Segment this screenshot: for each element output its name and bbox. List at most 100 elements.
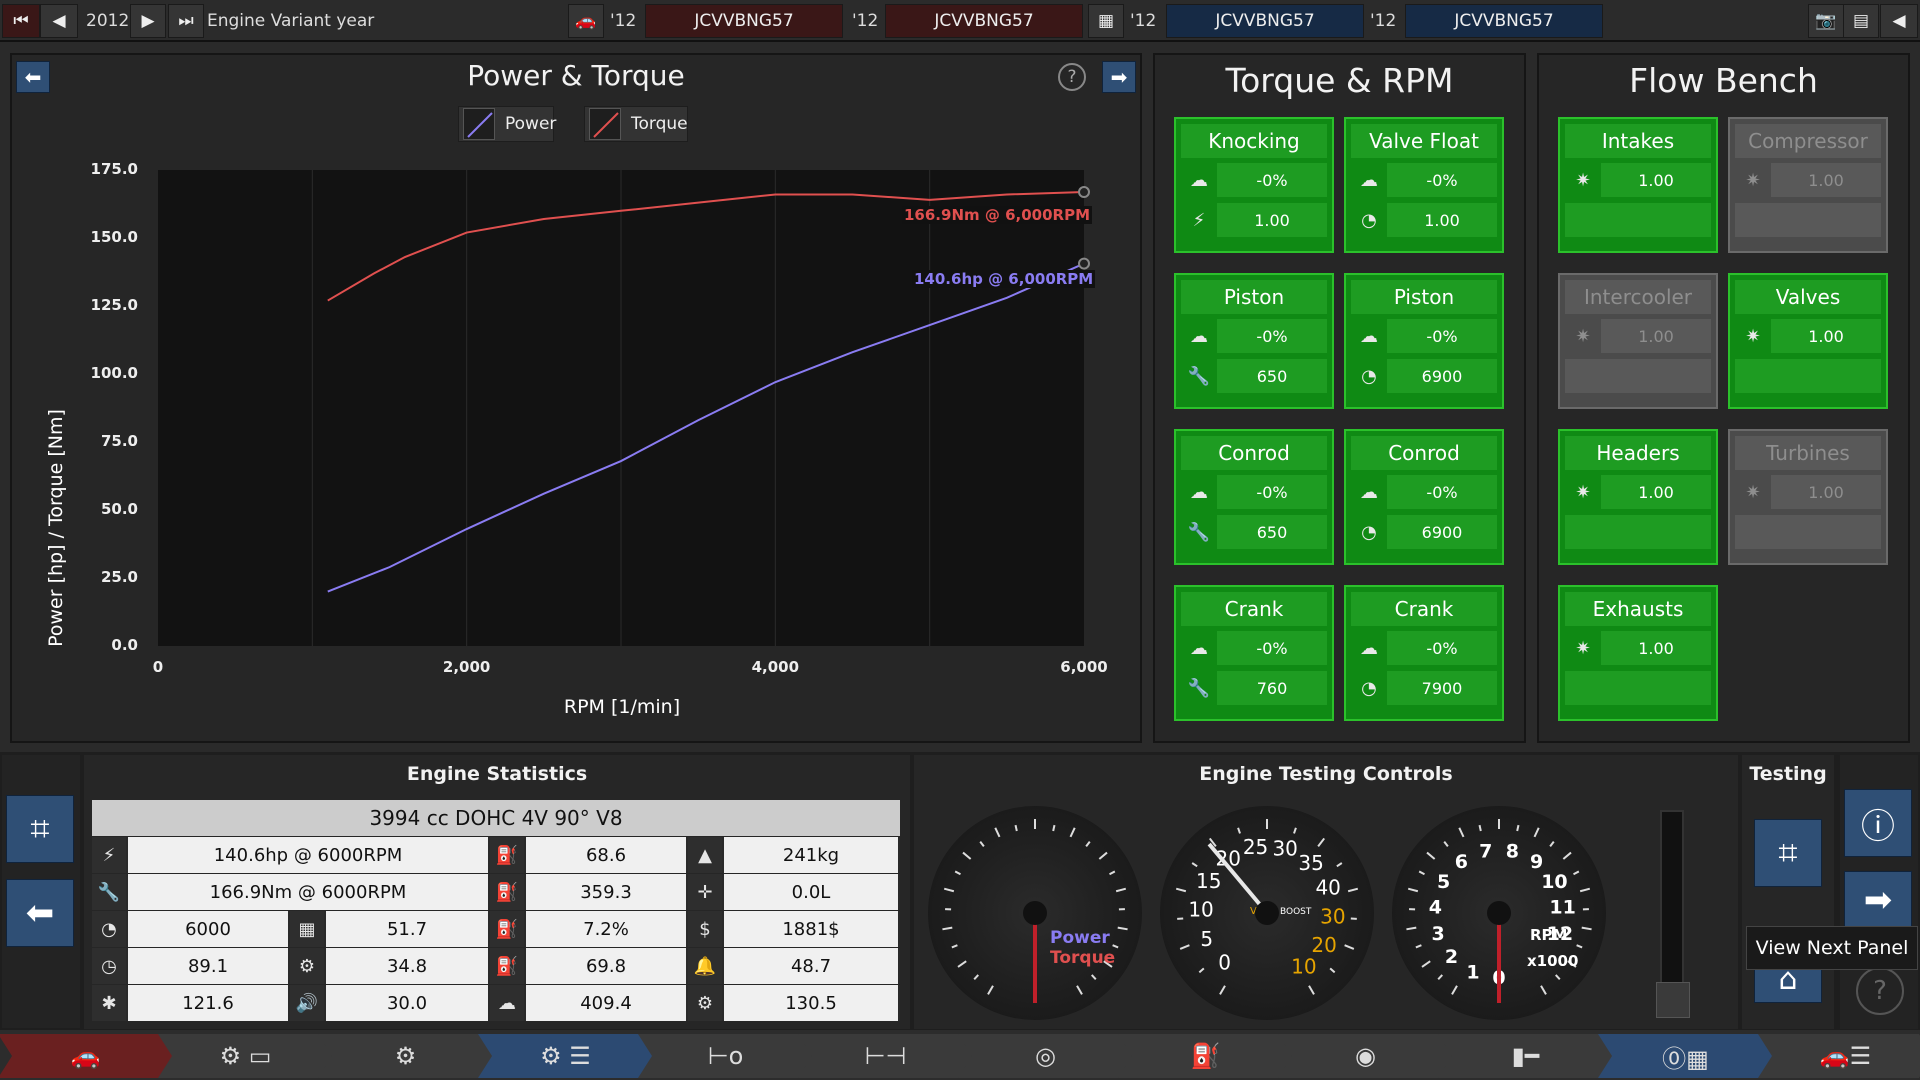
gauge-tick bbox=[1103, 960, 1113, 968]
testing-title: Testing bbox=[1749, 763, 1827, 785]
first-icon[interactable]: ⏮ bbox=[2, 4, 40, 38]
rpm-number: 4 bbox=[1429, 896, 1442, 918]
gauge-tick bbox=[1549, 840, 1555, 847]
gauge-tick bbox=[1175, 887, 1187, 893]
slot1-name[interactable]: JCVVBNG57 bbox=[645, 4, 843, 38]
dyno-icon[interactable]: ▮━ bbox=[1438, 1034, 1613, 1078]
rpm-number: 1 bbox=[1466, 961, 1479, 983]
gauge-tick bbox=[1112, 944, 1119, 949]
back-arrow-icon[interactable]: ⬅ bbox=[6, 879, 74, 947]
car-icon[interactable]: 🚗☰ bbox=[1758, 1034, 1920, 1078]
graph-view-icon[interactable]: ⌗ bbox=[6, 795, 74, 863]
stat-value: 409.4 bbox=[526, 985, 688, 1021]
card-turbines[interactable]: Turbines ✷ 1.00 bbox=[1728, 429, 1888, 565]
fuel-rate-icon: ⛽ bbox=[490, 874, 526, 910]
stat-value: 6000 bbox=[128, 911, 290, 947]
fuel-icon[interactable]: ⛽ bbox=[1118, 1034, 1293, 1078]
y-tick-label: 125.0 bbox=[90, 296, 138, 314]
card-value bbox=[1601, 203, 1711, 237]
panel-next-icon[interactable]: ➡ bbox=[1102, 61, 1136, 93]
back-icon[interactable]: ◀ bbox=[1880, 4, 1918, 38]
gauge-number: 15 bbox=[1196, 869, 1221, 893]
prev-year-icon[interactable]: ◀ bbox=[40, 4, 78, 38]
gauge-tick bbox=[1443, 840, 1449, 847]
empty-slot bbox=[1735, 515, 1771, 549]
card-crank[interactable]: Crank ☁ -0% ◔ 7900 bbox=[1344, 585, 1504, 721]
stats-row: ◔ 6000 ▦ 51.7 ⛽ 7.2% $1881$ bbox=[92, 911, 900, 947]
card-piston[interactable]: Piston ☁ -0% ◔ 6900 bbox=[1344, 273, 1504, 409]
throttle-slider[interactable] bbox=[1656, 810, 1690, 1018]
dyno-graph-icon[interactable]: ⌗ bbox=[1754, 819, 1822, 887]
stat-value: 140.6hp @ 6000RPM bbox=[128, 837, 490, 873]
y-tick-label: 50.0 bbox=[100, 500, 138, 518]
turbo-icon[interactable]: ◎ bbox=[958, 1034, 1133, 1078]
next-year-icon[interactable]: ▶ bbox=[130, 4, 166, 38]
slot2-name[interactable]: JCVVBNG57 bbox=[885, 4, 1083, 38]
card-title: Valves bbox=[1735, 280, 1881, 314]
wrench-icon: 🔧 bbox=[1187, 365, 1211, 387]
family-icon[interactable]: ⚙ ▭ bbox=[158, 1034, 333, 1078]
exhaust-icon[interactable]: ◉ bbox=[1278, 1034, 1453, 1078]
gauge-tick bbox=[1437, 974, 1443, 981]
stat-value: 130.5 bbox=[724, 985, 900, 1021]
efficiency-icon: ◷ bbox=[92, 948, 128, 984]
card-value: 650 bbox=[1217, 515, 1327, 549]
endpoint-marker bbox=[1078, 257, 1090, 270]
gauge-tick bbox=[1014, 824, 1018, 832]
weight-icon: ▲ bbox=[688, 837, 724, 873]
engine-icon[interactable]: ⚙ bbox=[318, 1034, 493, 1078]
card-intercooler[interactable]: Intercooler ✷ 1.00 bbox=[1558, 273, 1718, 409]
card-valve-float[interactable]: Valve Float ☁ -0% ◔ 1.00 bbox=[1344, 117, 1504, 253]
rpm-label: RPM bbox=[1530, 926, 1568, 944]
valvetrain-icon[interactable]: ⊢⊣ bbox=[798, 1034, 973, 1078]
slot3-name[interactable]: JCVVBNG57 bbox=[1166, 4, 1364, 38]
crank-icon[interactable]: ⊢o bbox=[638, 1034, 813, 1078]
help-circle-icon[interactable]: ? bbox=[1856, 967, 1904, 1015]
help-icon[interactable]: ? bbox=[1058, 63, 1086, 91]
card-conrod[interactable]: Conrod ☁ -0% 🔧 650 bbox=[1174, 429, 1334, 565]
warning-icon[interactable]: ⓘ bbox=[1844, 789, 1912, 857]
gauge-tick bbox=[1555, 974, 1561, 981]
card-compressor[interactable]: Compressor ✷ 1.00 bbox=[1728, 117, 1888, 253]
card-value bbox=[1601, 359, 1711, 393]
card-piston[interactable]: Piston ☁ -0% 🔧 650 bbox=[1174, 273, 1334, 409]
next-panel-icon[interactable]: ➡ bbox=[1844, 871, 1912, 929]
test-icon[interactable]: ⓪▦ bbox=[1598, 1034, 1773, 1078]
gauge-tick bbox=[973, 974, 979, 981]
card-crank[interactable]: Crank ☁ -0% 🔧 760 bbox=[1174, 585, 1334, 721]
power-torque-chart bbox=[311, 170, 1090, 646]
engine-tuning-icon[interactable]: ⚙ ☰ bbox=[478, 1034, 653, 1078]
slot4-name[interactable]: JCVVBNG57 bbox=[1405, 4, 1603, 38]
card-exhausts[interactable]: Exhausts ✷ 1.00 bbox=[1558, 585, 1718, 721]
x-axis-label: RPM [1/min] bbox=[563, 696, 681, 718]
power-peak-label: 140.6hp @ 6,000RPM bbox=[912, 269, 1096, 288]
engine-icon[interactable]: ▦ bbox=[1088, 4, 1124, 38]
card-knocking[interactable]: Knocking ☁ -0% ⚡ 1.00 bbox=[1174, 117, 1334, 253]
knock-icon: ☁ bbox=[1190, 169, 1208, 191]
gauge-tick bbox=[1329, 967, 1336, 974]
legend-power[interactable]: Power bbox=[458, 106, 556, 142]
fast-forward-icon[interactable]: ⏭ bbox=[168, 4, 204, 38]
smoothness-icon: ⚙ bbox=[290, 948, 326, 984]
card-headers[interactable]: Headers ✷ 1.00 bbox=[1558, 429, 1718, 565]
wrench-icon: 🔧 bbox=[1187, 677, 1211, 699]
flow-icon: ✷ bbox=[1575, 481, 1591, 503]
card-conrod[interactable]: Conrod ☁ -0% ◔ 6900 bbox=[1344, 429, 1504, 565]
throttle-handle[interactable] bbox=[1656, 982, 1690, 1018]
car-model-icon[interactable]: 🚗 bbox=[0, 1034, 173, 1078]
rpm-gauge-icon: ◔ bbox=[1361, 521, 1377, 543]
y-tick-label: 75.0 bbox=[100, 432, 138, 450]
calculator-icon[interactable]: ▤ bbox=[1843, 4, 1879, 38]
card-value: 1.00 bbox=[1771, 475, 1881, 509]
legend-torque[interactable]: Torque bbox=[584, 106, 688, 142]
car-icon[interactable]: 🚗 bbox=[568, 4, 604, 38]
panel-prev-icon[interactable]: ⬅ bbox=[16, 61, 50, 93]
tooltip: View Next Panel bbox=[1746, 926, 1918, 970]
card-valves[interactable]: Valves ✷ 1.00 bbox=[1728, 273, 1888, 409]
gauge-tick bbox=[1478, 824, 1482, 832]
card-value bbox=[1601, 515, 1711, 549]
card-intakes[interactable]: Intakes ✷ 1.00 bbox=[1558, 117, 1718, 253]
flow-icon: ✷ bbox=[1745, 325, 1761, 347]
gauge-tick bbox=[1091, 974, 1097, 981]
camera-icon[interactable]: 📷 bbox=[1808, 4, 1844, 38]
